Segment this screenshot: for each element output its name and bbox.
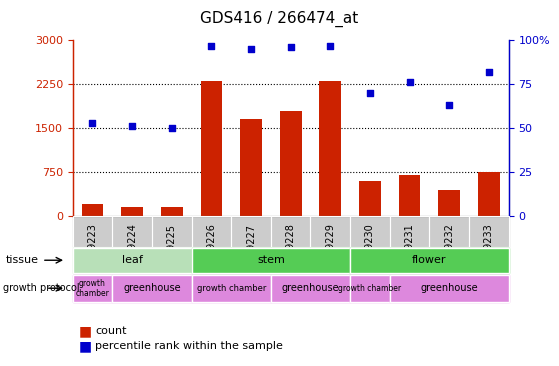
Text: ■: ■ [78, 324, 91, 338]
Text: growth protocol: growth protocol [3, 283, 79, 293]
Point [485, 69, 494, 75]
Text: stem: stem [257, 255, 285, 265]
Bar [280, 111, 302, 216]
Bar [478, 172, 500, 216]
Text: flower: flower [412, 255, 447, 265]
Text: greenhouse: greenhouse [282, 283, 339, 293]
Text: count: count [95, 326, 126, 336]
Text: growth
chamber: growth chamber [75, 279, 110, 298]
Point [127, 123, 136, 129]
Text: growth chamber: growth chamber [338, 284, 401, 293]
Point [326, 42, 335, 48]
Bar [201, 81, 222, 216]
Point [88, 120, 97, 126]
Point [207, 42, 216, 48]
Text: growth chamber: growth chamber [197, 284, 266, 293]
Text: greenhouse: greenhouse [420, 283, 478, 293]
Text: tissue: tissue [6, 255, 39, 265]
Bar [399, 175, 420, 216]
Bar [240, 119, 262, 216]
Bar [359, 181, 381, 216]
Bar [438, 190, 460, 216]
Bar [82, 204, 103, 216]
Text: ■: ■ [78, 339, 91, 353]
Point [167, 125, 176, 131]
Point [286, 44, 295, 50]
Point [366, 90, 375, 96]
Point [247, 46, 255, 52]
Bar [121, 207, 143, 216]
Text: percentile rank within the sample: percentile rank within the sample [95, 341, 283, 351]
Text: GDS416 / 266474_at: GDS416 / 266474_at [200, 11, 359, 27]
Point [405, 79, 414, 85]
Text: greenhouse: greenhouse [123, 283, 181, 293]
Point [445, 102, 454, 108]
Bar [161, 207, 183, 216]
Text: leaf: leaf [122, 255, 143, 265]
Bar [319, 81, 341, 216]
